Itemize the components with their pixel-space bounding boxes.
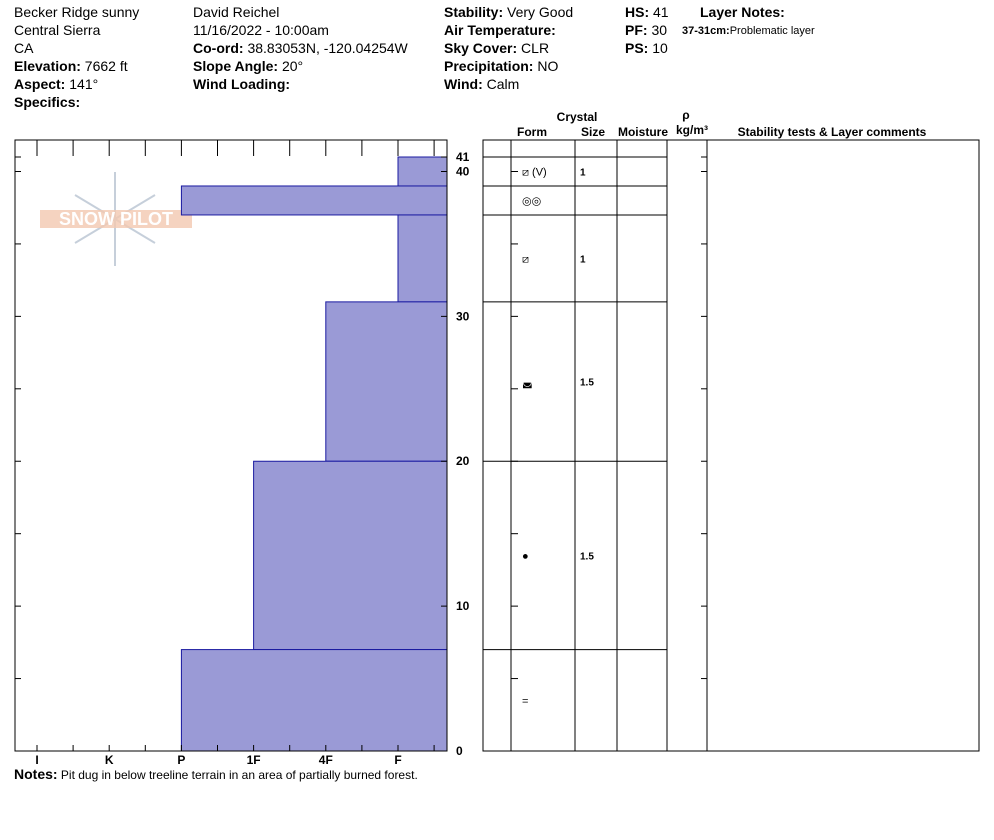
header-line: David Reichel (193, 3, 279, 21)
header-label: Wind: (444, 76, 483, 92)
x-tick-label: 1F (247, 753, 261, 767)
crystal-form: = (522, 695, 528, 707)
y-tick-label: 41 (456, 150, 470, 164)
crystal-form: ◛ (522, 377, 533, 389)
header-line: Elevation: 7662 ft (14, 57, 128, 75)
header-text: 11/16/2022 - 10:00am (193, 22, 329, 38)
header-line: Becker Ridge sunny (14, 3, 139, 21)
header-label: Elevation: (14, 58, 81, 74)
header-text: David Reichel (193, 4, 280, 20)
header-label: Specifics: (14, 94, 81, 110)
header-line: Stability: Very Good (444, 3, 573, 21)
header-label: Stability: (444, 4, 504, 20)
header-label: Co-ord: (193, 40, 244, 56)
table-header: Crystal (557, 110, 598, 124)
x-tick-label: F (394, 753, 401, 767)
crystal-form: ◎◎ (522, 195, 541, 207)
x-tick-label: 4F (319, 753, 333, 767)
header-value: 30 (651, 22, 668, 38)
header-value: 38.83053N, -120.04254W (247, 40, 408, 56)
header-label: HS: (625, 4, 650, 20)
header-line: Precipitation: NO (444, 57, 558, 75)
table-header: Form (517, 125, 547, 139)
header-value: 41 (653, 4, 669, 20)
crystal-form: ⧄ (522, 253, 529, 265)
table-header: kg/m³ (676, 123, 708, 137)
layer-note: 37-31cm:Problematic layer (682, 22, 815, 40)
table-header: ρ (682, 108, 689, 122)
y-tick-label: 10 (456, 599, 470, 613)
hardness-bar (397, 214, 448, 303)
header-label: Slope Angle: (193, 58, 279, 74)
notes-text: Pit dug in below treeline terrain in an … (60, 768, 418, 782)
header-label: Precipitation: (444, 58, 534, 74)
header-line: PS: 10 (625, 39, 668, 57)
logo-text: SNOW PILOT (59, 209, 173, 229)
crystal-size: 1.5 (580, 551, 594, 562)
header-line: Co-ord: 38.83053N, -120.04254W (193, 39, 408, 57)
logo-band (40, 210, 192, 228)
header-line: Air Temperature: (444, 21, 556, 39)
header-label: PS: (625, 40, 649, 56)
x-tick-label: K (105, 753, 114, 767)
crystal-form: ⧄ (V) (522, 166, 547, 178)
hardness-bar (253, 460, 448, 651)
header-value: CLR (521, 40, 550, 56)
header-text: Becker Ridge sunny (14, 4, 140, 20)
header-line: Wind: Calm (444, 75, 519, 93)
header-label: Air Temperature: (444, 22, 556, 38)
hardness-bar (180, 649, 448, 752)
crystal-size: 1.5 (580, 378, 594, 389)
header-line: 11/16/2022 - 10:00am (193, 21, 329, 39)
header-line: Slope Angle: 20° (193, 57, 303, 75)
y-tick-label: 30 (456, 309, 470, 323)
header-text: Central Sierra (14, 22, 101, 38)
x-tick-label: P (177, 753, 185, 767)
x-tick-label: I (35, 753, 38, 767)
crystal-size: 1 (580, 167, 586, 178)
header-line: Wind Loading: (193, 75, 290, 93)
header-line: HS: 41 (625, 3, 669, 21)
header-value: 141° (69, 76, 99, 92)
crystal-form: ● (522, 550, 529, 562)
table-header: Size (581, 125, 605, 139)
layer-note-text: Problematic layer (729, 25, 815, 37)
crystal-size: 1 (580, 254, 586, 265)
hardness-bar (180, 185, 448, 216)
header-value: Very Good (507, 4, 574, 20)
header-value: 20° (281, 58, 304, 74)
header-value: 10 (652, 40, 668, 56)
header-line: Central Sierra (14, 21, 100, 39)
y-tick-label: 40 (456, 164, 470, 178)
header-value: 7662 ft (84, 58, 128, 74)
header-line: Sky Cover: CLR (444, 39, 549, 57)
header-line: PF: 30 (625, 21, 667, 39)
header-line: Aspect: 141° (14, 75, 98, 93)
header-value: Calm (486, 76, 520, 92)
table-frame (482, 139, 980, 752)
notes: Notes: Pit dug in below treeline terrain… (14, 765, 418, 784)
layer-note-range: 37-31cm: (682, 25, 730, 37)
header-label: Aspect: (14, 76, 66, 92)
header-value: NO (537, 58, 559, 74)
header-label: PF: (625, 22, 648, 38)
header-text: CA (14, 40, 34, 56)
table-header: Moisture (618, 125, 668, 139)
table-header: Stability tests & Layer comments (738, 125, 927, 139)
y-tick-label: 20 (456, 454, 470, 468)
header-line: Specifics: (14, 93, 80, 111)
header-line: CA (14, 39, 33, 57)
header-label: Wind Loading: (193, 76, 291, 92)
hardness-bar (325, 301, 448, 462)
layer-notes-title: Layer Notes: (700, 4, 785, 20)
hardness-bar (397, 156, 448, 187)
y-tick-label: 0 (456, 744, 463, 758)
profile-frame (14, 139, 448, 752)
notes-label: Notes: (14, 766, 58, 782)
header-label: Sky Cover: (444, 40, 518, 56)
